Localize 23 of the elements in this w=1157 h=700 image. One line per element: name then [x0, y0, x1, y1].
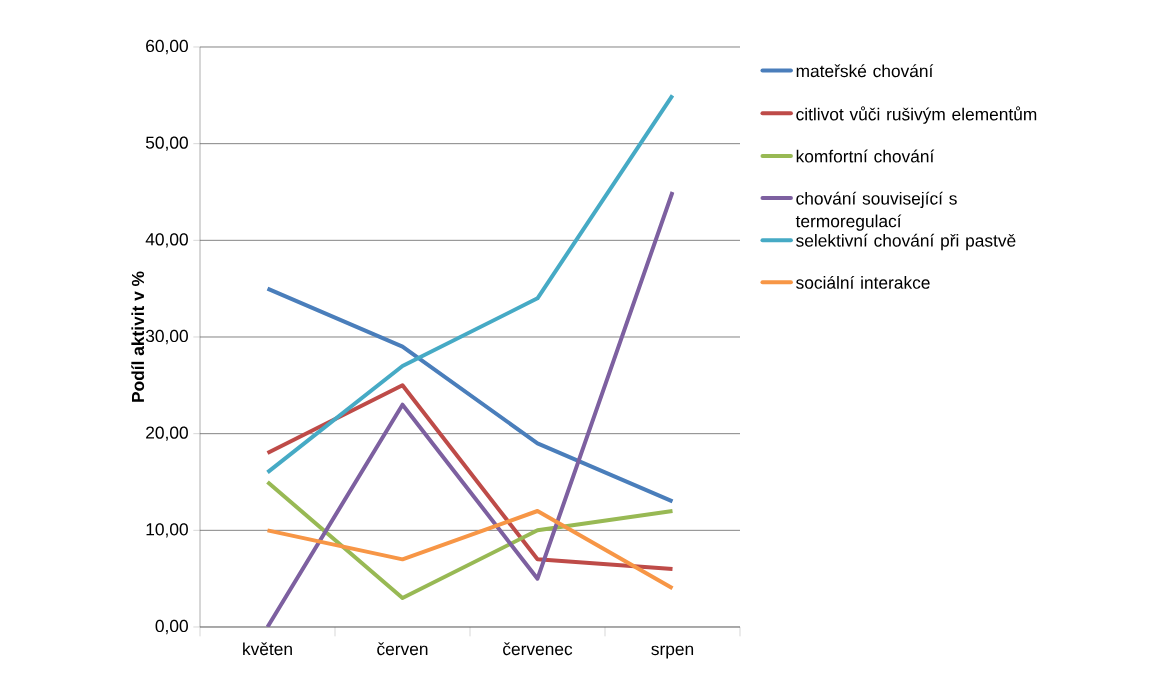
y-tick-label: 60,00 [146, 39, 188, 55]
legend-label: komfortní chování [796, 149, 935, 163]
legend-label: citlivot vůči rušivým elementům [796, 106, 1037, 124]
y-tick-label: 0,00 [155, 619, 188, 635]
x-tick-label: srpen [651, 645, 694, 659]
y-tick-label: 40,00 [145, 233, 188, 248]
x-tick-label: červen [377, 642, 428, 656]
y-tick-label: 10,00 [146, 523, 188, 538]
y-tick-label: 20,00 [146, 426, 188, 441]
y-tick-label: 50,00 [145, 136, 188, 151]
line-series [265, 509, 675, 591]
y-axis-title: Podíl aktivit v % [131, 271, 145, 402]
line-series [265, 190, 675, 627]
line-series [265, 383, 675, 571]
legend-label: sociální interakce [796, 275, 930, 289]
x-tick-label: květen [243, 642, 292, 656]
line-series [265, 286, 675, 504]
x-tick-label: červenec [503, 642, 573, 656]
line-series [265, 480, 675, 600]
line-series [265, 93, 675, 475]
y-tick-label: 30,00 [145, 329, 188, 345]
legend-label: selektivní chování při pastvě [796, 233, 1016, 251]
legend-label: mateřské chování [796, 64, 934, 78]
